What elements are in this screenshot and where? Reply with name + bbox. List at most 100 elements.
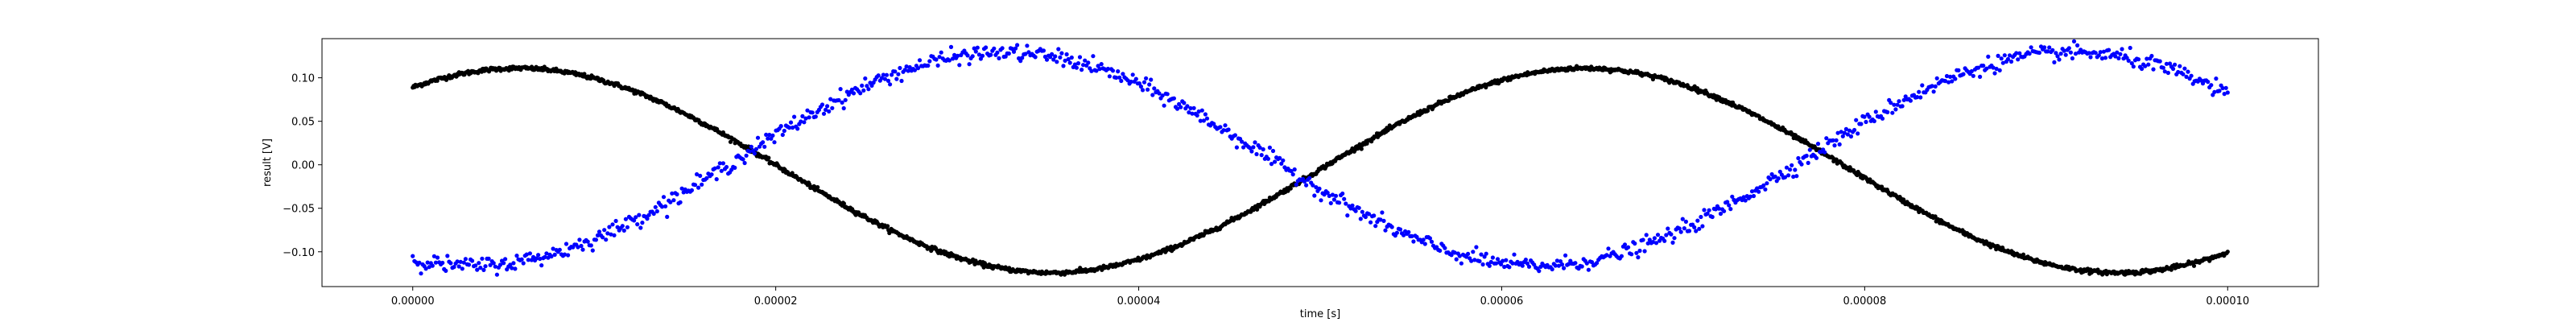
data-point [1125,78,1130,83]
data-point [700,182,704,187]
data-point [2055,54,2060,59]
x-tick-label: 0.00004 [1117,295,1161,308]
data-point [1499,262,1504,266]
data-point [557,247,562,252]
data-point [992,46,997,51]
data-point [1278,155,1282,160]
data-point [580,247,585,252]
data-point [1059,51,1064,56]
data-point [849,87,854,92]
data-point [714,177,719,182]
data-point [865,84,869,89]
x-axis: 0.00000 0.00002 0.00004 0.00006 0.00008 0.000… [391,287,2249,308]
data-point [1477,258,1482,264]
data-point [786,126,792,130]
data-point [1288,186,1293,191]
data-point [1171,96,1176,101]
data-point [2171,66,2176,72]
data-point [526,258,530,262]
data-point [2146,62,2151,67]
data-point [1429,239,1435,244]
data-point [1997,68,2002,72]
x-tick-label: 0.00000 [391,295,435,308]
data-point [1837,142,1842,147]
data-point [530,254,536,259]
data-point [1198,118,1203,123]
data-point [860,83,865,88]
data-point [1025,43,1030,48]
data-point [1763,187,1768,192]
data-point [609,232,613,237]
data-point [461,260,466,265]
data-point [1931,89,1936,94]
data-point [1562,266,1567,270]
data-point [1443,246,1447,250]
data-point [1015,43,1020,47]
data-point [965,53,970,58]
data-point [692,183,698,188]
data-point [1381,218,1386,223]
data-point [1069,55,1074,60]
data-point [2176,69,2181,75]
data-point [1743,198,1748,203]
data-point [1493,261,1499,266]
data-point [1700,224,1705,229]
data-point [1044,57,1050,62]
data-point [896,72,901,76]
data-point [1411,239,1416,244]
data-point [813,114,818,119]
data-point [2073,52,2079,56]
data-point [2157,59,2162,64]
data-point [1777,169,1782,174]
data-point [709,172,714,177]
data-point [452,265,456,270]
data-point [755,135,761,140]
data-point [1026,50,1031,55]
data-point [2136,57,2141,62]
data-point [1705,211,1710,216]
data-point [417,260,422,265]
data-point [886,78,891,83]
data-point [1942,79,1948,84]
data-point [1900,104,1905,109]
data-point [747,149,752,154]
data-point [882,76,887,81]
data-point [1897,99,1901,104]
data-point [445,254,450,258]
data-point [1253,140,1257,145]
data-point [1842,130,1847,135]
data-point [1353,208,1358,213]
data-point [2075,43,2080,48]
data-point [1466,251,1471,256]
data-point [766,136,770,141]
data-point [915,66,921,71]
data-point [2063,52,2068,57]
data-point [724,164,729,170]
data-point [1410,233,1414,238]
data-point [881,72,886,77]
data-point [605,231,610,236]
data-point [2178,64,2182,68]
data-point [704,175,709,180]
data-point [1372,213,1377,218]
data-point [1969,68,1974,74]
data-point [2029,45,2033,50]
data-point [585,239,590,244]
data-point [1831,138,1835,142]
data-point [493,264,497,269]
data-point [1311,183,1315,188]
data-point [1702,208,1707,213]
data-point [1267,145,1272,150]
data-point [1380,210,1385,215]
data-point [843,97,848,102]
data-point [2126,58,2131,63]
data-point [1559,262,1565,267]
data-point [1584,261,1589,266]
data-point [544,251,549,256]
data-point [1847,128,1852,133]
data-point [430,263,435,268]
series-2 [411,39,2230,277]
x-tick-label: 0.00008 [1843,295,1886,308]
data-point [562,252,568,257]
